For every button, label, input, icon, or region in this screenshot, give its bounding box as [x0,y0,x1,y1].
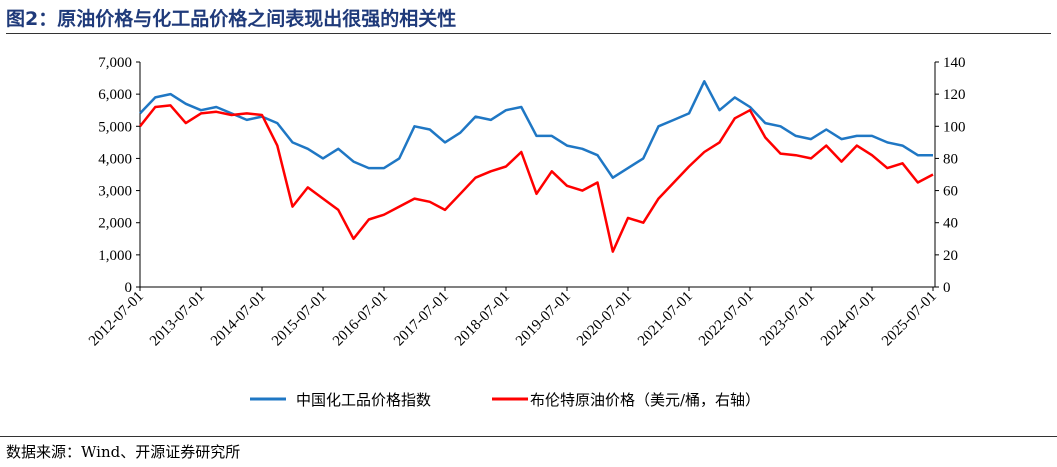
left-tick-label: 2,000 [98,216,132,232]
x-tick-label: 2023-07-01 [757,289,818,350]
title-divider [6,33,1051,34]
legend-label: 布伦特原油价格（美元/桶，右轴） [530,391,760,409]
x-tick-label: 2014-07-01 [208,289,269,350]
x-tick-label: 2021-07-01 [635,289,696,350]
chart-title: 图2：原油价格与化工品价格之间表现出很强的相关性 [6,8,457,30]
left-tick-label: 6,000 [98,87,132,103]
right-tick-label: 40 [943,216,958,232]
right-tick-label: 80 [943,151,958,167]
axes: 0 1,000 2,000 3,000 4,000 5,000 6,000 7,000 0 20 4… [86,55,965,349]
x-tick-label: 2017-07-01 [391,289,452,350]
x-tick-label: 2025-07-01 [879,289,940,350]
left-tick-label: 7,000 [98,55,132,71]
x-tick-label: 2013-07-01 [147,289,208,350]
source-note: 数据来源：Wind、开源证券研究所 [6,443,241,461]
x-tick-label: 2015-07-01 [269,289,330,350]
series-lines [139,80,934,253]
left-tick-label: 0 [125,280,133,296]
brent-oil-line [139,104,934,253]
right-tick-label: 0 [943,280,951,296]
source-divider [0,436,1057,437]
x-tick-label: 2022-07-01 [696,289,757,350]
x-tick-label: 2019-07-01 [513,289,574,350]
x-tick-label: 2012-07-01 [86,289,147,350]
right-tick-label: 100 [943,119,966,135]
x-tick-label: 2016-07-01 [330,289,391,350]
legend-label: 中国化工品价格指数 [296,391,431,409]
right-tick-label: 60 [943,184,958,200]
chemical-index-line [139,80,933,179]
left-tick-label: 5,000 [98,119,132,135]
right-tick-label: 120 [943,87,966,103]
x-tick-label: 2024-07-01 [818,289,879,350]
left-tick-label: 3,000 [98,184,132,200]
left-tick-label: 4,000 [98,151,132,167]
left-tick-label: 1,000 [98,248,132,264]
x-tick-label: 2020-07-01 [574,289,635,350]
x-tick-label: 2018-07-01 [452,289,513,350]
legend: 中国化工品价格指数 布伦特原油价格（美元/桶，右轴） [250,391,760,409]
right-tick-label: 140 [943,55,966,71]
right-tick-label: 20 [943,248,958,264]
